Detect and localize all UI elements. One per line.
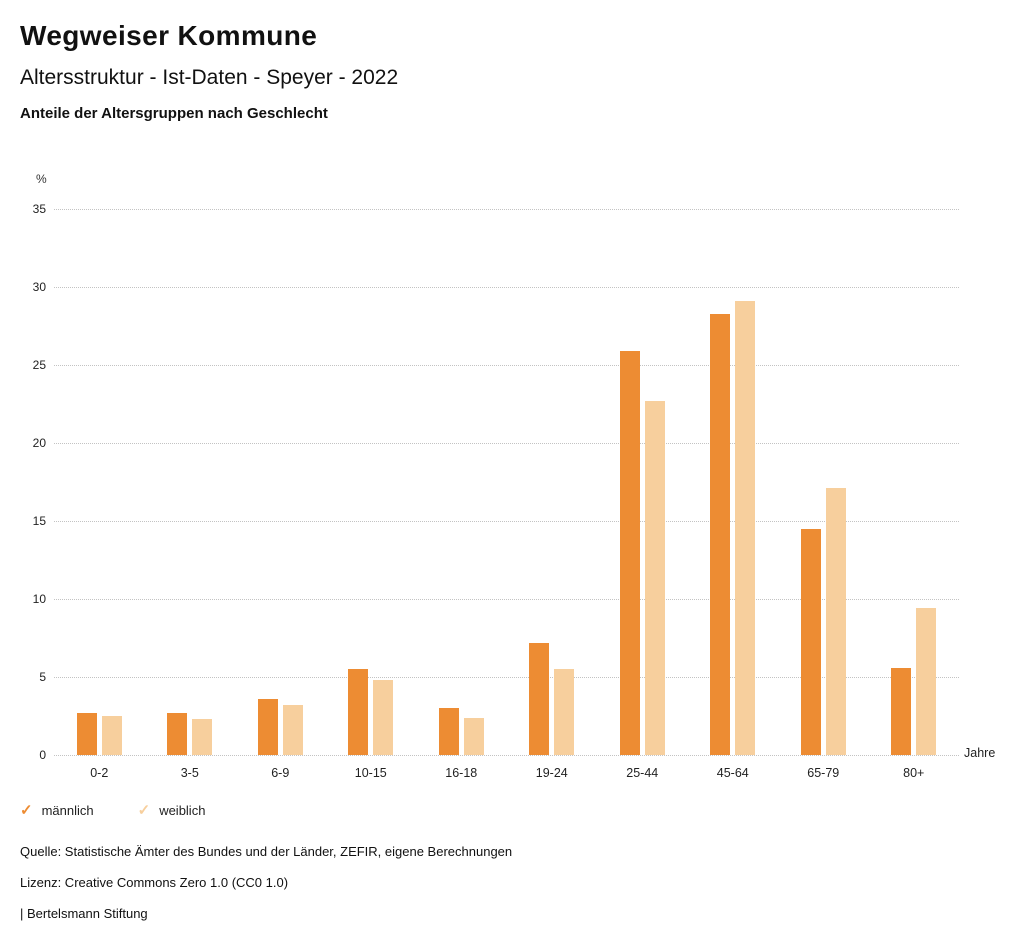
y-tick-label-10: 10 bbox=[32, 592, 46, 606]
bar-männlich-0-2[interactable] bbox=[76, 712, 97, 755]
footer-source: Quelle: Statistische Ämter des Bundes un… bbox=[20, 844, 513, 859]
bar-group-25-44 bbox=[597, 209, 688, 755]
y-tick-label-15: 15 bbox=[32, 514, 46, 528]
y-tick-label-30: 30 bbox=[32, 280, 46, 294]
gridline-15 bbox=[54, 521, 959, 522]
gridline-10 bbox=[54, 599, 959, 600]
bar-männlich-45-64[interactable] bbox=[710, 313, 731, 755]
bar-weiblich-3-5[interactable] bbox=[192, 719, 213, 755]
bar-männlich-65-79[interactable] bbox=[800, 528, 821, 755]
gridline-25 bbox=[54, 365, 959, 366]
bar-group-45-64 bbox=[688, 209, 779, 755]
bar-weiblich-65-79[interactable] bbox=[825, 488, 846, 755]
page-title: Wegweiser Kommune bbox=[20, 20, 318, 51]
bar-weiblich-0-2[interactable] bbox=[101, 716, 122, 755]
bar-group-6-9 bbox=[235, 209, 326, 755]
bar-weiblich-80+[interactable] bbox=[916, 608, 937, 755]
gridline-30 bbox=[54, 287, 959, 288]
check-icon: ✓ bbox=[137, 802, 151, 819]
x-tick-label-80+: 80+ bbox=[903, 766, 925, 780]
gridline-0 bbox=[54, 755, 959, 756]
gridline-20 bbox=[54, 443, 959, 444]
legend: ✓ männlich ✓ weiblich bbox=[20, 803, 205, 818]
x-tick-label-6-9: 6-9 bbox=[271, 766, 290, 780]
bar-group-3-5 bbox=[145, 209, 236, 755]
x-tick-label-25-44: 25-44 bbox=[626, 766, 659, 780]
bars-layer bbox=[54, 209, 959, 755]
x-tick-label-3-5: 3-5 bbox=[180, 766, 199, 780]
bar-männlich-25-44[interactable] bbox=[619, 350, 640, 755]
y-tick-label-35: 35 bbox=[32, 202, 46, 216]
legend-label: weiblich bbox=[159, 803, 206, 818]
x-tick-label-45-64: 45-64 bbox=[716, 766, 749, 780]
x-tick-label-10-15: 10-15 bbox=[354, 766, 387, 780]
y-tick-label-20: 20 bbox=[32, 436, 46, 450]
x-tick-label-19-24: 19-24 bbox=[535, 766, 568, 780]
y-tick-label-0: 0 bbox=[39, 748, 46, 762]
legend-item-weiblich[interactable]: ✓ weiblich bbox=[138, 803, 206, 818]
y-axis-unit-label: % bbox=[36, 172, 47, 186]
bar-group-10-15 bbox=[326, 209, 417, 755]
gridline-5 bbox=[54, 677, 959, 678]
bar-weiblich-19-24[interactable] bbox=[554, 669, 575, 755]
bar-group-16-18 bbox=[416, 209, 507, 755]
chart-heading: Anteile der Altersgruppen nach Geschlech… bbox=[20, 105, 328, 122]
y-tick-label-5: 5 bbox=[39, 670, 46, 684]
x-tick-label-16-18: 16-18 bbox=[445, 766, 478, 780]
bar-männlich-3-5[interactable] bbox=[167, 712, 188, 755]
bar-group-65-79 bbox=[778, 209, 869, 755]
bar-weiblich-6-9[interactable] bbox=[282, 705, 303, 755]
bar-weiblich-45-64[interactable] bbox=[735, 301, 756, 755]
bar-weiblich-10-15[interactable] bbox=[373, 680, 394, 755]
x-axis-unit-label: Jahre bbox=[964, 746, 996, 760]
bar-männlich-6-9[interactable] bbox=[257, 698, 278, 755]
legend-item-männlich[interactable]: ✓ männlich bbox=[20, 803, 94, 818]
x-tick-label-0-2: 0-2 bbox=[90, 766, 109, 780]
plot-area: 0 5 10 15 20 25 30 35 bbox=[33, 202, 959, 762]
check-icon: ✓ bbox=[20, 802, 33, 819]
footer-attribution: | Bertelsmann Stiftung bbox=[20, 906, 148, 921]
bar-weiblich-16-18[interactable] bbox=[463, 717, 484, 755]
bar-group-19-24 bbox=[507, 209, 598, 755]
bar-group-0-2 bbox=[54, 209, 145, 755]
chart: % 0 5 10 15 20 25 30 35 0-2 3-5 6-9 10-15 16-18 19-2… bbox=[20, 170, 1005, 790]
footer: Quelle: Statistische Ämter des Bundes un… bbox=[20, 844, 512, 937]
bar-weiblich-25-44[interactable] bbox=[644, 400, 665, 755]
chart-subtitle: Altersstruktur - Ist-Daten - Speyer - 20… bbox=[20, 66, 399, 89]
bar-männlich-16-18[interactable] bbox=[438, 708, 459, 755]
x-axis-labels: 0-2 3-5 6-9 10-15 16-18 19-24 25-44 45-64 65-79 8… bbox=[54, 766, 959, 780]
x-tick-label-65-79: 65-79 bbox=[807, 766, 840, 780]
bar-männlich-80+[interactable] bbox=[891, 667, 912, 755]
bar-männlich-19-24[interactable] bbox=[529, 642, 550, 755]
bar-männlich-10-15[interactable] bbox=[348, 669, 369, 755]
footer-license: Lizenz: Creative Commons Zero 1.0 (CC0 1… bbox=[20, 875, 289, 890]
y-tick-label-25: 25 bbox=[32, 358, 46, 372]
gridline-35 bbox=[54, 209, 959, 210]
legend-label: männlich bbox=[41, 803, 94, 818]
bar-group-80+ bbox=[869, 209, 960, 755]
